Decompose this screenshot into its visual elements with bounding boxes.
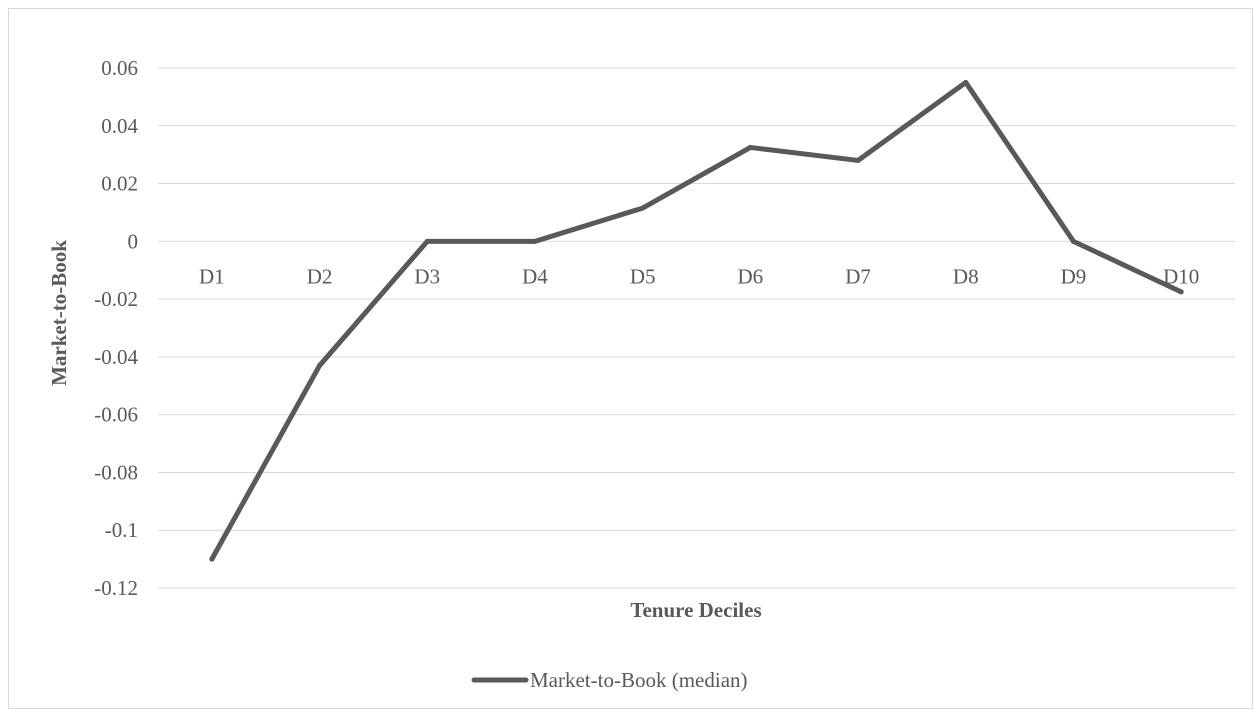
y-axis-title: Market-to-Book — [47, 240, 71, 386]
y-tick-label: -0.04 — [94, 345, 138, 369]
y-tick-labels: 0.06 0.04 0.02 0 -0.02 -0.04 -0.06 -0.08 -0.1 -0.… — [94, 56, 138, 600]
y-tick-label: -0.12 — [94, 576, 138, 600]
x-tick-label: D7 — [845, 264, 871, 288]
data-point — [424, 238, 430, 244]
gridlines — [158, 67, 1235, 589]
x-tick-label: D8 — [953, 264, 979, 288]
x-tick-label: D9 — [1061, 264, 1087, 288]
data-point — [532, 238, 538, 244]
y-tick-label: 0.02 — [101, 172, 138, 196]
y-tick-label: 0 — [128, 229, 139, 253]
series-line — [209, 79, 1184, 562]
data-point — [317, 363, 323, 369]
y-tick-label: -0.08 — [94, 460, 138, 484]
x-tick-label: D3 — [414, 264, 440, 288]
y-tick-label: 0.06 — [101, 56, 138, 80]
y-tick-label: 0.04 — [101, 114, 138, 138]
data-point — [640, 205, 646, 211]
x-tick-label: D5 — [630, 264, 656, 288]
data-point — [747, 144, 753, 150]
data-point — [209, 556, 215, 562]
series-lines — [209, 79, 1184, 562]
x-tick-label: D4 — [522, 264, 548, 288]
x-tick-label: D1 — [199, 264, 225, 288]
data-point — [1070, 238, 1076, 244]
legend: Market-to-Book (median) — [471, 668, 748, 692]
data-point — [1178, 289, 1184, 295]
data-point — [855, 157, 861, 163]
x-tick-label: D2 — [307, 264, 333, 288]
x-tick-labels: D1 D2 D3 D4 D5 D6 D7 D8 D9 D10 — [199, 264, 1199, 288]
x-tick-label: D6 — [738, 264, 764, 288]
x-axis-title: Tenure Deciles — [630, 598, 761, 622]
y-tick-label: -0.1 — [105, 518, 138, 542]
data-point — [963, 79, 969, 85]
chart-frame — [8, 8, 1253, 709]
legend-label: Market-to-Book (median) — [530, 668, 748, 692]
y-tick-label: -0.06 — [94, 403, 138, 427]
y-tick-label: -0.02 — [94, 287, 138, 311]
